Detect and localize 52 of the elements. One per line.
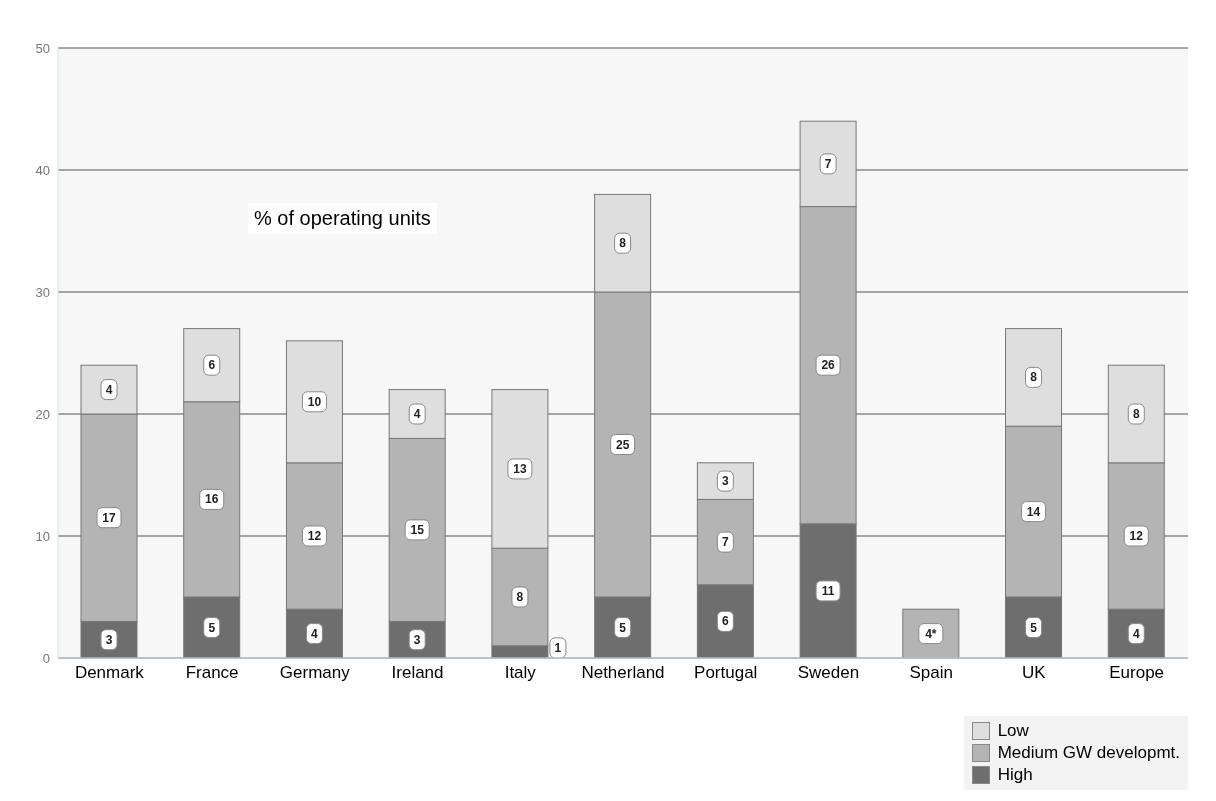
data-label: 8 bbox=[1030, 370, 1038, 385]
x-tick-label: Portugal bbox=[694, 663, 758, 683]
data-label: 25 bbox=[615, 437, 630, 452]
data-label: 7 bbox=[722, 535, 730, 550]
data-label: 15 bbox=[410, 522, 425, 537]
x-tick-label: UK bbox=[1022, 663, 1047, 683]
data-label: 6 bbox=[208, 358, 216, 373]
y-tick-label: 0 bbox=[42, 650, 50, 666]
x-tick-label: Italy bbox=[504, 663, 537, 683]
x-tick-label: France bbox=[185, 663, 239, 683]
data-label: 5 bbox=[619, 620, 627, 635]
data-label: 4 bbox=[105, 382, 113, 397]
y-tick-label: 50 bbox=[35, 40, 50, 56]
data-label: 14 bbox=[1026, 504, 1041, 519]
data-label: 4 bbox=[311, 626, 319, 641]
x-tick-label: Denmark bbox=[74, 663, 145, 683]
legend-label: Low bbox=[997, 720, 1029, 742]
data-label: 10 bbox=[307, 394, 322, 409]
y-tick-label: 30 bbox=[35, 284, 50, 300]
x-tick-label: Germany bbox=[279, 663, 351, 683]
data-label: 4 bbox=[413, 407, 421, 421]
data-label: 4* bbox=[925, 626, 937, 641]
x-tick-label: Europe bbox=[1109, 663, 1165, 683]
data-label: 8 bbox=[516, 590, 524, 604]
data-label: 26 bbox=[821, 358, 836, 373]
x-tick-label: Sweden bbox=[797, 663, 860, 683]
y-tick-label: 20 bbox=[35, 406, 50, 422]
data-label: 8 bbox=[1132, 407, 1140, 421]
data-label: 12 bbox=[1129, 529, 1144, 543]
data-label: 3 bbox=[105, 632, 113, 647]
data-label: 11 bbox=[821, 583, 835, 598]
x-tick-label: Spain bbox=[909, 663, 953, 683]
data-label: 3 bbox=[722, 474, 730, 489]
data-label: 13 bbox=[513, 461, 527, 476]
data-label: 5 bbox=[1030, 620, 1038, 635]
y-tick-label: 40 bbox=[35, 162, 50, 178]
data-label: 16 bbox=[205, 492, 219, 507]
data-label: 6 bbox=[722, 614, 730, 629]
data-label: 17 bbox=[102, 510, 116, 525]
legend-label: High bbox=[997, 764, 1033, 786]
data-label: 4 bbox=[1132, 626, 1140, 641]
data-label: 7 bbox=[824, 156, 832, 171]
data-label: 1 bbox=[554, 640, 562, 655]
data-label: 3 bbox=[413, 632, 421, 647]
data-label: 8 bbox=[619, 236, 627, 251]
legend-label: Medium GW developmt. bbox=[997, 742, 1180, 764]
y-tick-label: 10 bbox=[35, 528, 50, 544]
text: % of operating units bbox=[248, 203, 437, 234]
data-label: 12 bbox=[307, 529, 322, 543]
x-tick-label: Netherland bbox=[581, 663, 665, 683]
data-label: 5 bbox=[208, 620, 216, 635]
x-tick-label: Ireland bbox=[391, 663, 444, 683]
